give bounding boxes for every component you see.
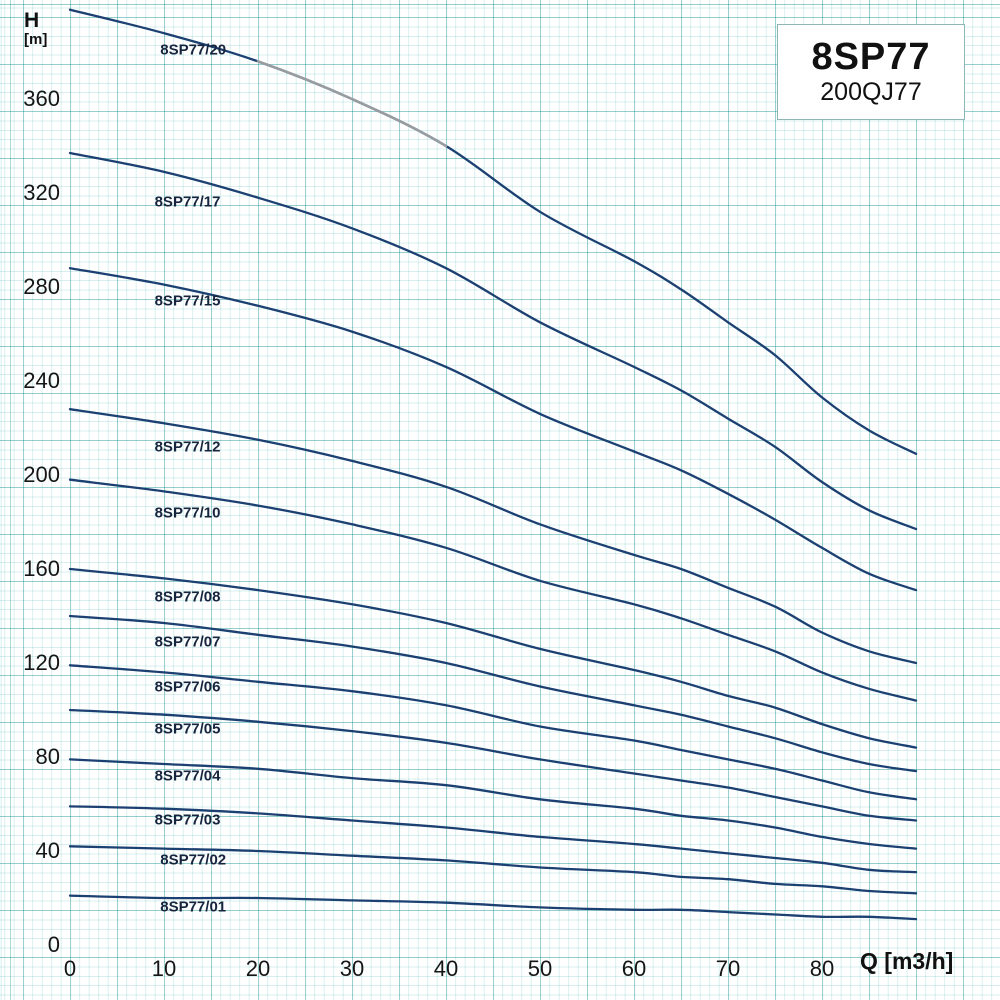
curve-label-8SP77-15: 8SP77/15 [154,292,221,310]
curve-label-8SP77-08: 8SP77/08 [154,588,221,606]
y-tick-label: 120 [23,650,60,675]
pump-curve-8SP77-20 [68,8,918,455]
x-tick-label: 50 [527,956,553,981]
y-tick-label: 200 [23,462,60,487]
pump-curve-8SP77-02 [68,845,918,895]
y-tick-label: 240 [23,368,60,393]
title-box: 8SP77 200QJ77 [777,24,965,120]
pump-curve-8SP77-10 [68,478,918,702]
curve-label-8SP77-12: 8SP77/12 [154,438,221,456]
curve-label-8SP77-02: 8SP77/02 [160,851,227,869]
curve-label-8SP77-05: 8SP77/05 [154,720,221,738]
pump-model-title: 8SP77 [811,35,931,78]
curve-label-8SP77-04: 8SP77/04 [154,767,221,785]
x-tick-label: 40 [433,956,459,981]
y-tick-label: 160 [23,556,60,581]
curve-label-8SP77-03: 8SP77/03 [154,811,221,829]
pump-curve-8SP77-08 [68,567,918,749]
y-tick-label: 280 [23,274,60,299]
curve-label-8SP77-01: 8SP77/01 [160,898,227,916]
x-tick-label: 0 [63,956,77,981]
pump-curve-8SP77-03 [68,805,918,874]
pump-curve-8SP77-07 [68,614,918,773]
curve-label-8SP77-07: 8SP77/07 [154,633,221,651]
pump-curve-8SP77-04 [68,758,918,850]
pump-curve-faded-segment [256,60,448,148]
x-tick-label: 30 [339,956,365,981]
pump-curve-8SP77-15 [68,267,918,592]
y-axis-name: H [24,9,40,32]
x-tick-label: 20 [245,956,271,981]
x-tick-label: 10 [151,956,177,981]
curve-label-8SP77-10: 8SP77/10 [154,504,221,522]
pump-curve-8SP77-06 [68,664,918,801]
y-tick-label: 0 [47,932,60,957]
y-axis-label: H [m] [24,9,48,49]
curve-label-8SP77-17: 8SP77/17 [154,193,221,211]
y-tick-label: 360 [23,86,60,111]
pump-curve-8SP77-01 [68,894,918,921]
x-axis-label: Q [m3/h] [860,948,954,974]
pump-curve-8SP77-12 [68,408,918,665]
x-tick-label: 80 [809,956,835,981]
curve-label-8SP77-20: 8SP77/20 [160,41,227,59]
y-axis-unit: [m] [24,31,48,49]
y-tick-label: 80 [35,744,60,769]
x-tick-label: 70 [715,956,741,981]
pump-curve-8SP77-05 [68,708,918,822]
pump-curve-8SP77-17 [68,151,918,531]
x-tick-label: 60 [621,956,647,981]
pump-series-subtitle: 200QJ77 [820,77,922,106]
y-tick-label: 320 [23,180,60,205]
y-tick-label: 40 [35,838,60,863]
curve-label-8SP77-06: 8SP77/06 [154,678,221,695]
